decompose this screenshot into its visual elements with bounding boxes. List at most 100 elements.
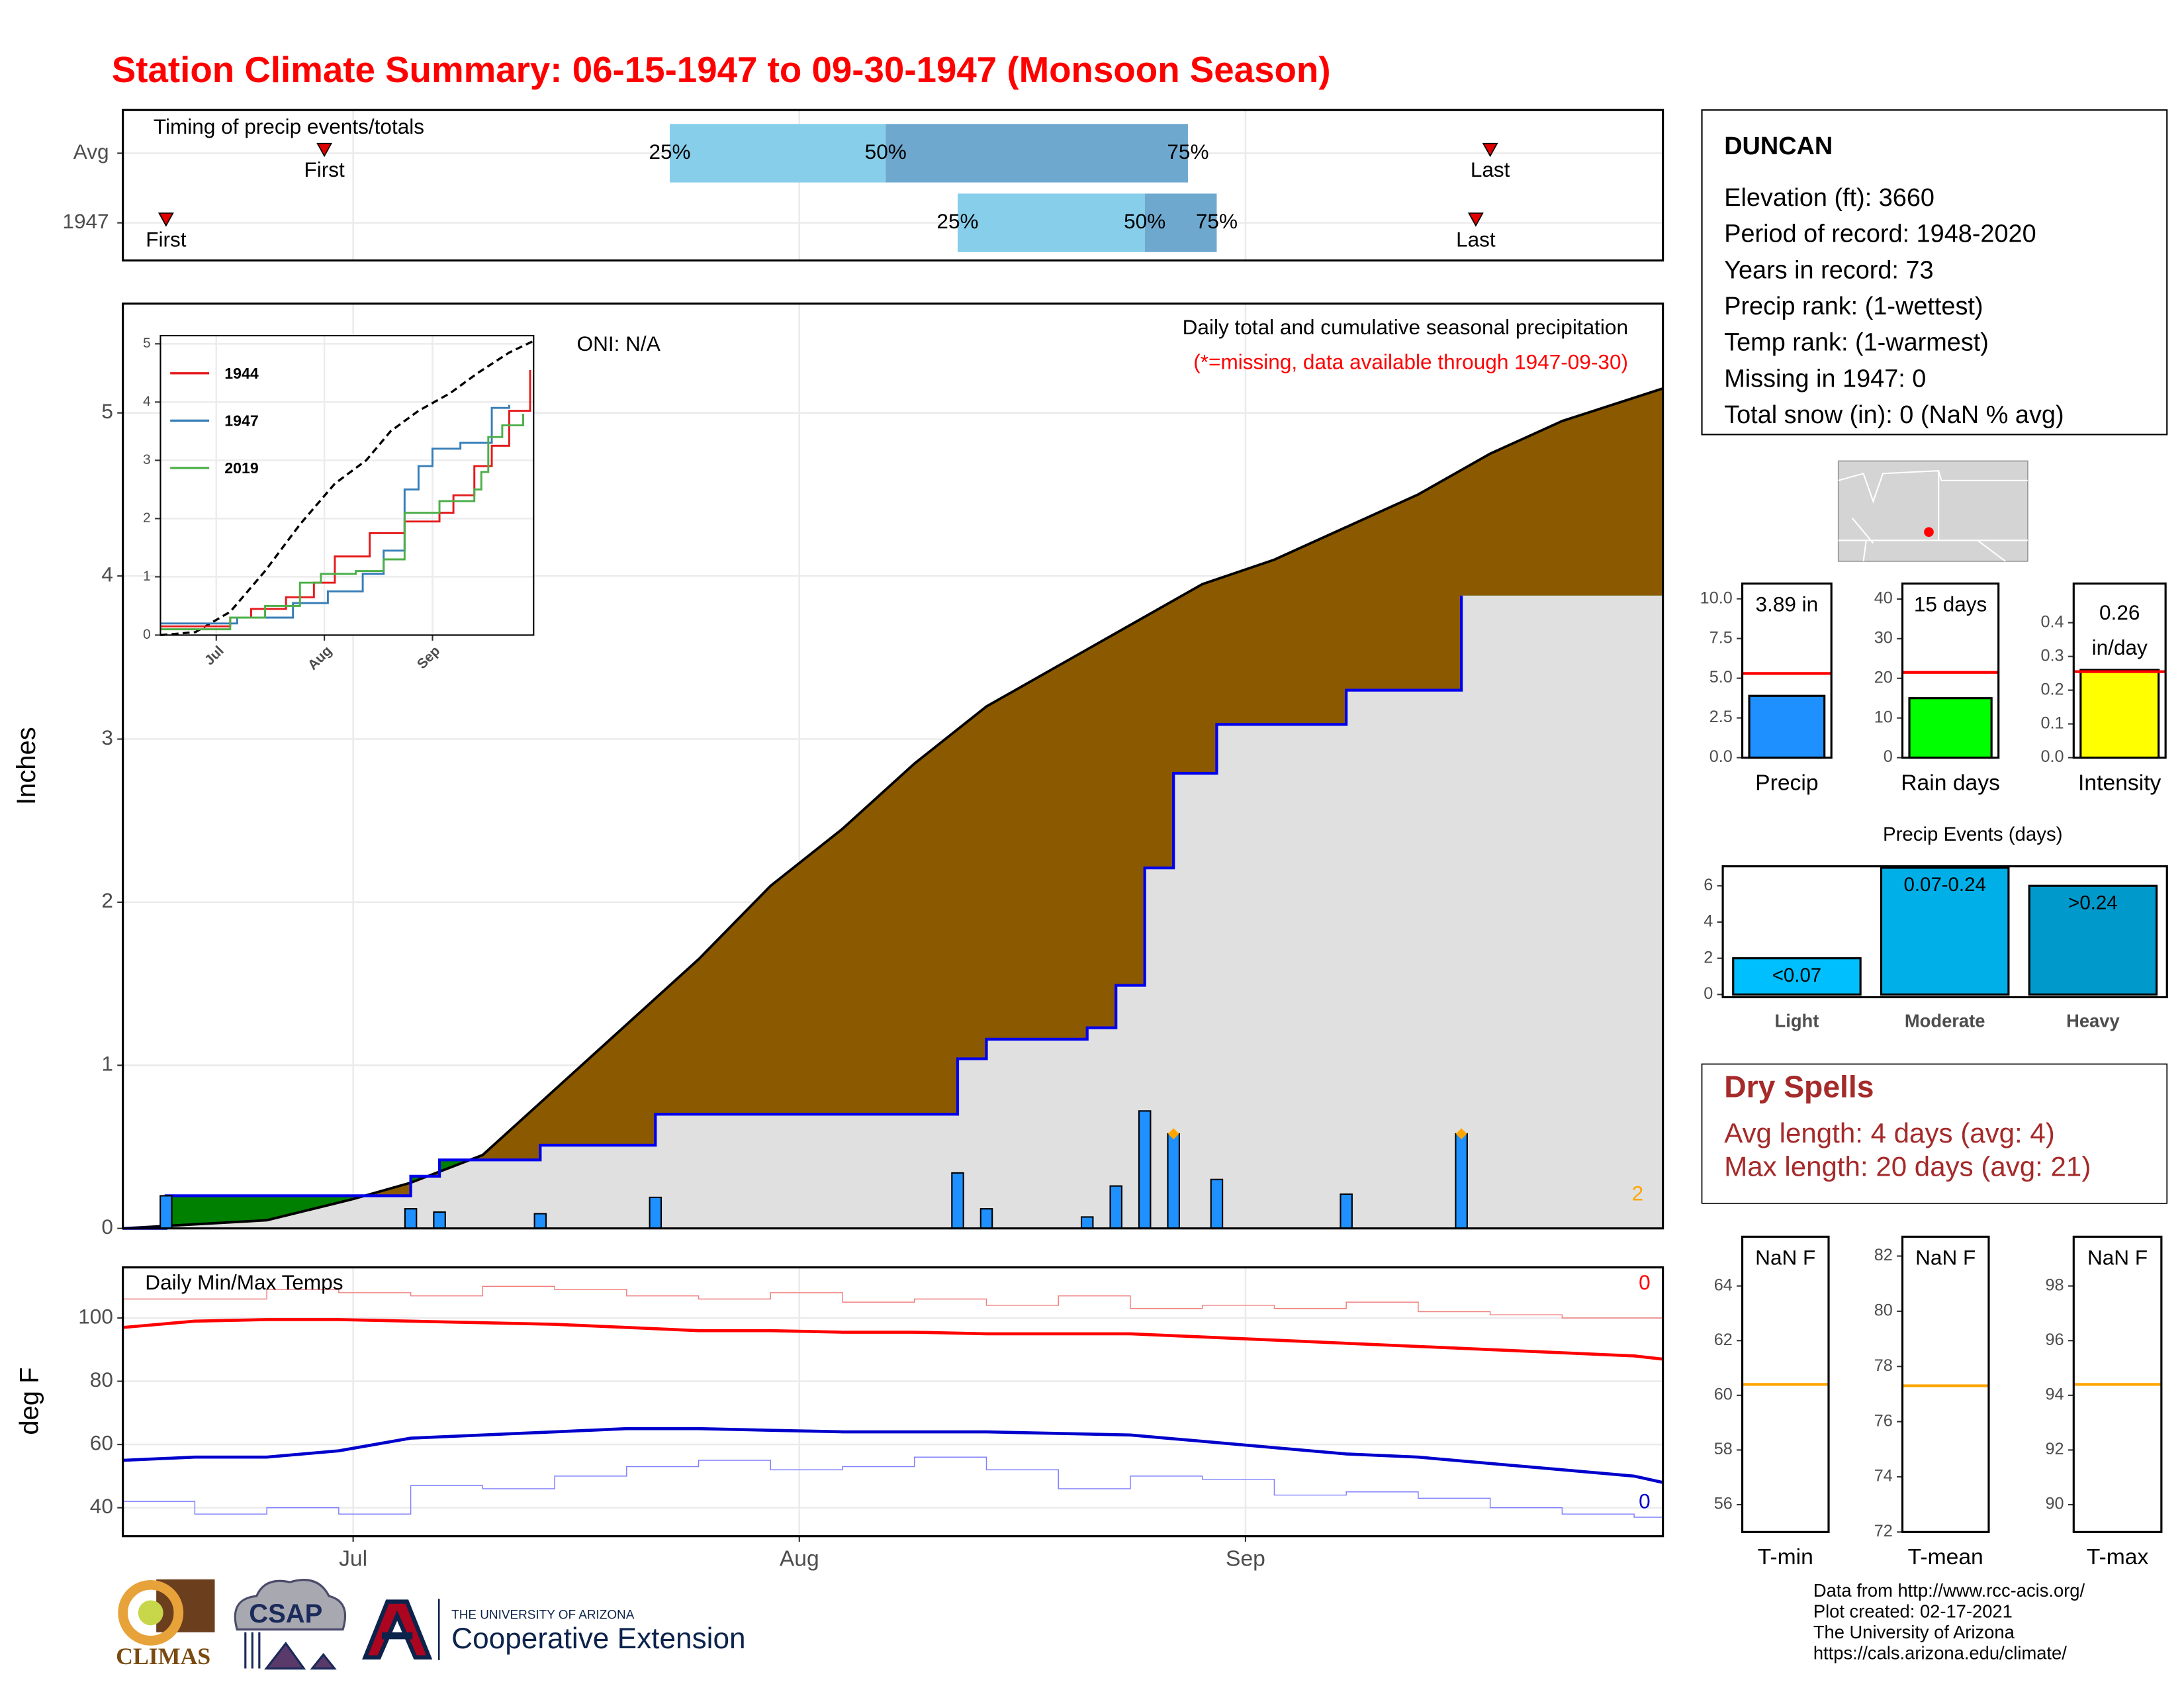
y-tick-label: 76 — [1874, 1411, 1893, 1430]
x-tick-label: Aug — [780, 1546, 819, 1571]
panel-label: 0 — [1639, 1270, 1651, 1294]
station-line: Years in record: 73 — [1724, 256, 1933, 284]
y-tick-label: 5 — [101, 399, 113, 423]
y-tick-label: 6 — [1704, 876, 1713, 894]
locator-map — [1837, 460, 2028, 562]
y-tick-label: 72 — [1874, 1522, 1893, 1540]
footer-line: Data from http://www.rcc-acis.org/ — [1813, 1580, 2085, 1601]
y-tick-label: 40 — [90, 1494, 113, 1518]
gauge-value: NaN F — [1755, 1245, 1815, 1269]
y-tick-label: 100 — [78, 1304, 113, 1328]
daily-bar — [1167, 1133, 1180, 1229]
series-line — [160, 413, 524, 631]
panel-frame — [122, 109, 1664, 262]
event-marker — [158, 212, 174, 227]
y-tick-label: 0.1 — [2040, 714, 2064, 732]
y-tick-label: 0.4 — [2040, 612, 2064, 631]
gauge-value: NaN F — [1915, 1245, 1976, 1269]
bar-label: 0.07-0.24 — [1903, 874, 1985, 896]
legend-label: 2019 — [224, 459, 258, 477]
x-tick-label: Moderate — [1905, 1011, 1985, 1031]
y-tick-label: 5.0 — [1709, 668, 1733, 686]
y-tick-label: 0 — [101, 1215, 113, 1239]
dry-spells-line: Max length: 20 days (avg: 21) — [1724, 1150, 2091, 1182]
series-line — [122, 1286, 1663, 1319]
daily-bar — [1080, 1216, 1094, 1229]
quartile-label: 50% — [1124, 209, 1165, 233]
y-tick-label: 58 — [1714, 1440, 1733, 1458]
y-tick-label: 56 — [1714, 1495, 1733, 1513]
panel-title: Daily total and cumulative seasonal prec… — [1183, 315, 1628, 339]
timing-bar — [886, 124, 1188, 183]
logo-shape — [244, 1632, 337, 1670]
dry-spells-box — [1701, 1063, 2168, 1204]
y-tick-label: 4 — [101, 562, 113, 586]
y-tick-label: 0 — [1884, 747, 1893, 766]
gauge-value: 15 days — [1914, 592, 1987, 616]
gauge-value: 0.26 — [2099, 600, 2140, 624]
y-tick-label: 4 — [143, 394, 151, 409]
logo-shape — [234, 1579, 346, 1631]
quartile-label: 25% — [936, 209, 978, 233]
dry-spells-title: Dry Spells — [1724, 1070, 1874, 1104]
map-frame — [1837, 460, 2028, 562]
footer-line: https://cals.arizona.edu/climate/ — [1813, 1643, 2067, 1664]
y-tick-label: 62 — [1714, 1331, 1733, 1349]
figure-title: Station Climate Summary: 06-15-1947 to 0… — [112, 49, 1331, 90]
cumulative-line — [122, 595, 1463, 1230]
daily-bar — [951, 1172, 964, 1229]
y-tick-label: 90 — [2045, 1495, 2064, 1513]
event-label: Last — [1456, 227, 1496, 251]
bar — [1732, 957, 1862, 996]
y-tick-label: 1947 — [62, 209, 109, 233]
logo-text: CSAP — [249, 1599, 322, 1628]
y-tick-label: 0.3 — [2040, 646, 2064, 665]
panel-frame — [2072, 1235, 2163, 1533]
daily-bar — [649, 1196, 662, 1229]
y-tick-label: 40 — [1874, 589, 1893, 608]
climas-logo: CLIMAS — [116, 1579, 215, 1669]
bar — [1880, 867, 2010, 996]
daily-bar — [1210, 1178, 1224, 1229]
y-tick-label: 7.5 — [1709, 628, 1733, 647]
x-tick-label: Jul — [339, 1546, 367, 1571]
panel-label: 0 — [1639, 1489, 1651, 1513]
daily-bar — [1109, 1185, 1122, 1229]
y-tick-label: 0.0 — [2040, 747, 2064, 766]
station-line: Precip rank: (1-wettest) — [1724, 293, 1983, 320]
y-tick-label: 64 — [1714, 1276, 1733, 1294]
panel-frame — [1901, 1235, 1990, 1533]
gauge-bar — [1908, 697, 1993, 759]
y-tick-label: 3 — [101, 726, 113, 749]
y-tick-label: 92 — [2045, 1440, 2064, 1458]
logo-shape — [362, 1599, 433, 1660]
logo-shape — [118, 1579, 184, 1646]
station-line: Elevation (ft): 3660 — [1724, 184, 1934, 212]
event-marker — [1467, 212, 1484, 227]
timing-bar — [670, 124, 886, 183]
bar-label: >0.24 — [2068, 892, 2118, 914]
y-tick-label: 98 — [2045, 1276, 2064, 1294]
gauge-label: T-max — [2087, 1545, 2149, 1570]
y-axis-label: deg F — [15, 1367, 44, 1434]
map-borders — [1838, 470, 2028, 562]
y-tick-label: 60 — [90, 1430, 113, 1454]
y-tick-label: 0 — [1704, 984, 1713, 1003]
y-tick-label: 1 — [143, 569, 151, 584]
station-location — [1924, 527, 1934, 538]
y-tick-label: 80 — [1874, 1301, 1893, 1320]
missing-count: 2 — [1632, 1182, 1644, 1205]
observed-area — [122, 595, 1663, 1229]
y-tick-label: 80 — [90, 1368, 113, 1391]
flag-marker — [1455, 1128, 1467, 1140]
panel-title: Precip Events (days) — [1883, 823, 2063, 845]
bar-label: <0.07 — [1772, 964, 1822, 986]
event-label: First — [304, 158, 345, 181]
legend-label: 1944 — [224, 365, 259, 382]
logo-text: CLIMAS — [116, 1643, 210, 1669]
daily-bar — [979, 1208, 993, 1229]
y-axis-label: Inches — [12, 727, 41, 805]
gauge-value: 3.89 in — [1756, 592, 1819, 616]
series-line — [122, 1427, 1664, 1484]
timing-bar — [1144, 193, 1217, 252]
